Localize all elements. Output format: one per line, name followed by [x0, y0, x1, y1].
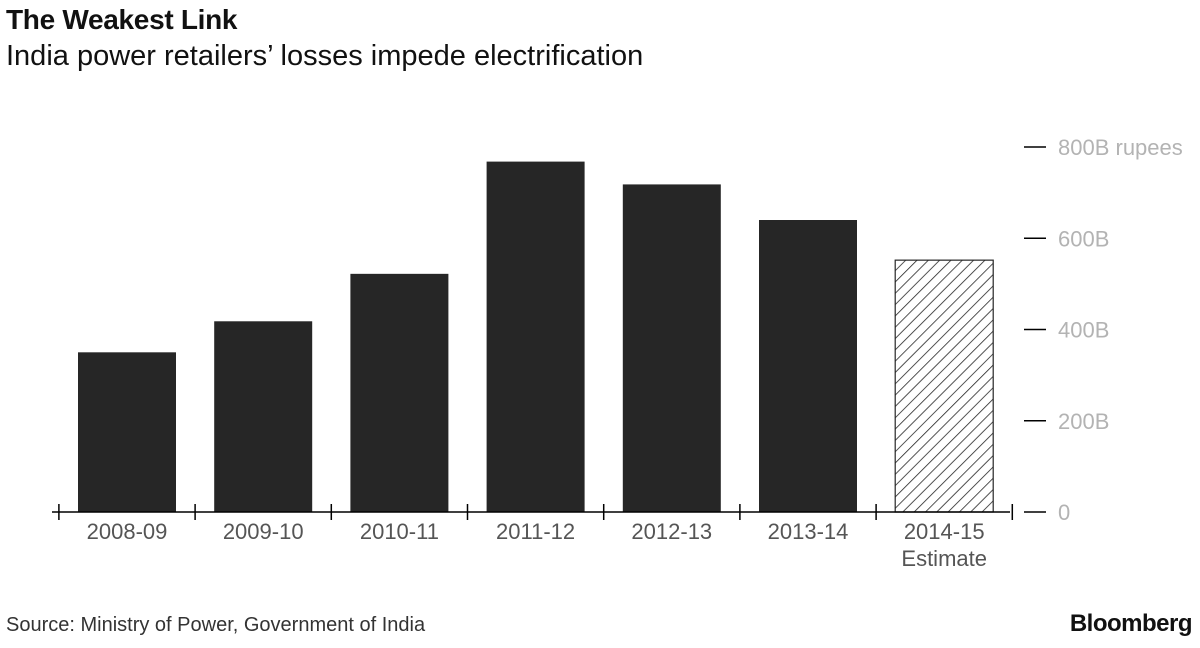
y-tick-label: 800B rupees — [1058, 135, 1183, 160]
bar-2010-11 — [350, 273, 449, 512]
chart-subtitle: India power retailers’ losses impede ele… — [6, 40, 644, 72]
bar-2008-09 — [78, 352, 176, 512]
bar-2013-14 — [759, 220, 857, 512]
bar-2009-10 — [214, 321, 313, 512]
category-label: 2013-14 — [768, 519, 849, 544]
category-sublabel: Estimate — [901, 546, 987, 571]
y-tick-label: 400B — [1058, 318, 1109, 343]
category-label: 2012-13 — [631, 519, 712, 544]
category-label: 2008-09 — [87, 519, 168, 544]
category-label: 2011-12 — [496, 519, 575, 544]
chart-title: The Weakest Link — [6, 4, 238, 35]
bloomberg-logo: Bloomberg — [1069, 610, 1193, 637]
bar-2011-12 — [486, 161, 585, 512]
y-tick-label: 600B — [1058, 226, 1109, 251]
bar-2014-15 — [894, 259, 994, 513]
bar-2012-13 — [622, 184, 721, 512]
y-tick-label: 200B — [1058, 409, 1109, 434]
category-label: 2010-11 — [360, 519, 439, 544]
category-label: 2014-15 — [904, 519, 985, 544]
source-note: Source: Ministry of Power, Government of… — [6, 614, 426, 636]
y-tick-label: 0 — [1058, 500, 1070, 525]
category-label: 2009-10 — [223, 519, 304, 544]
